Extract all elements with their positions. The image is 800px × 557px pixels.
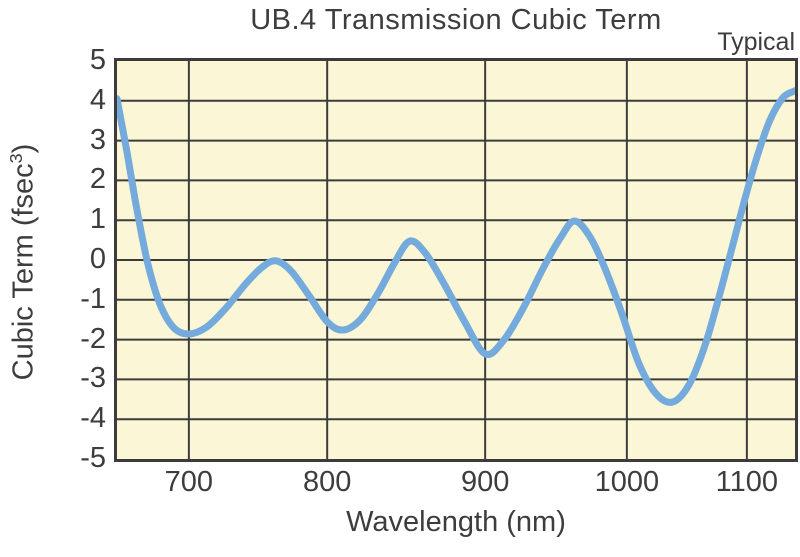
chart-title: UB.4 Transmission Cubic Term — [250, 4, 662, 36]
x-axis-label: Wavelength (nm) — [346, 506, 566, 538]
y-tick-label: -4 — [80, 402, 106, 435]
typical-annotation: Typical — [717, 28, 795, 56]
plot-canvas — [117, 61, 795, 459]
x-tick-label: 900 — [460, 466, 510, 498]
y-tick-label: -2 — [80, 322, 106, 355]
plot-area — [114, 58, 798, 462]
grid-lines — [117, 61, 795, 459]
y-tick-label: -3 — [80, 362, 106, 395]
y-tick-label: 0 — [89, 242, 106, 275]
y-tick-label: 2 — [89, 163, 106, 196]
y-tick-label: 3 — [89, 123, 106, 156]
y-tick-label: 5 — [89, 43, 106, 76]
y-tick-label: 4 — [89, 83, 106, 116]
x-tick-label: 1000 — [594, 466, 660, 498]
cubic-term-curve — [117, 87, 795, 406]
y-tick-label: -1 — [80, 282, 106, 315]
y-tick-label: -5 — [80, 441, 106, 474]
x-tick-label: 800 — [302, 466, 352, 498]
x-tick-label: 700 — [164, 466, 214, 498]
x-tick-label: 1100 — [715, 466, 779, 498]
y-tick-label: 1 — [89, 203, 106, 236]
